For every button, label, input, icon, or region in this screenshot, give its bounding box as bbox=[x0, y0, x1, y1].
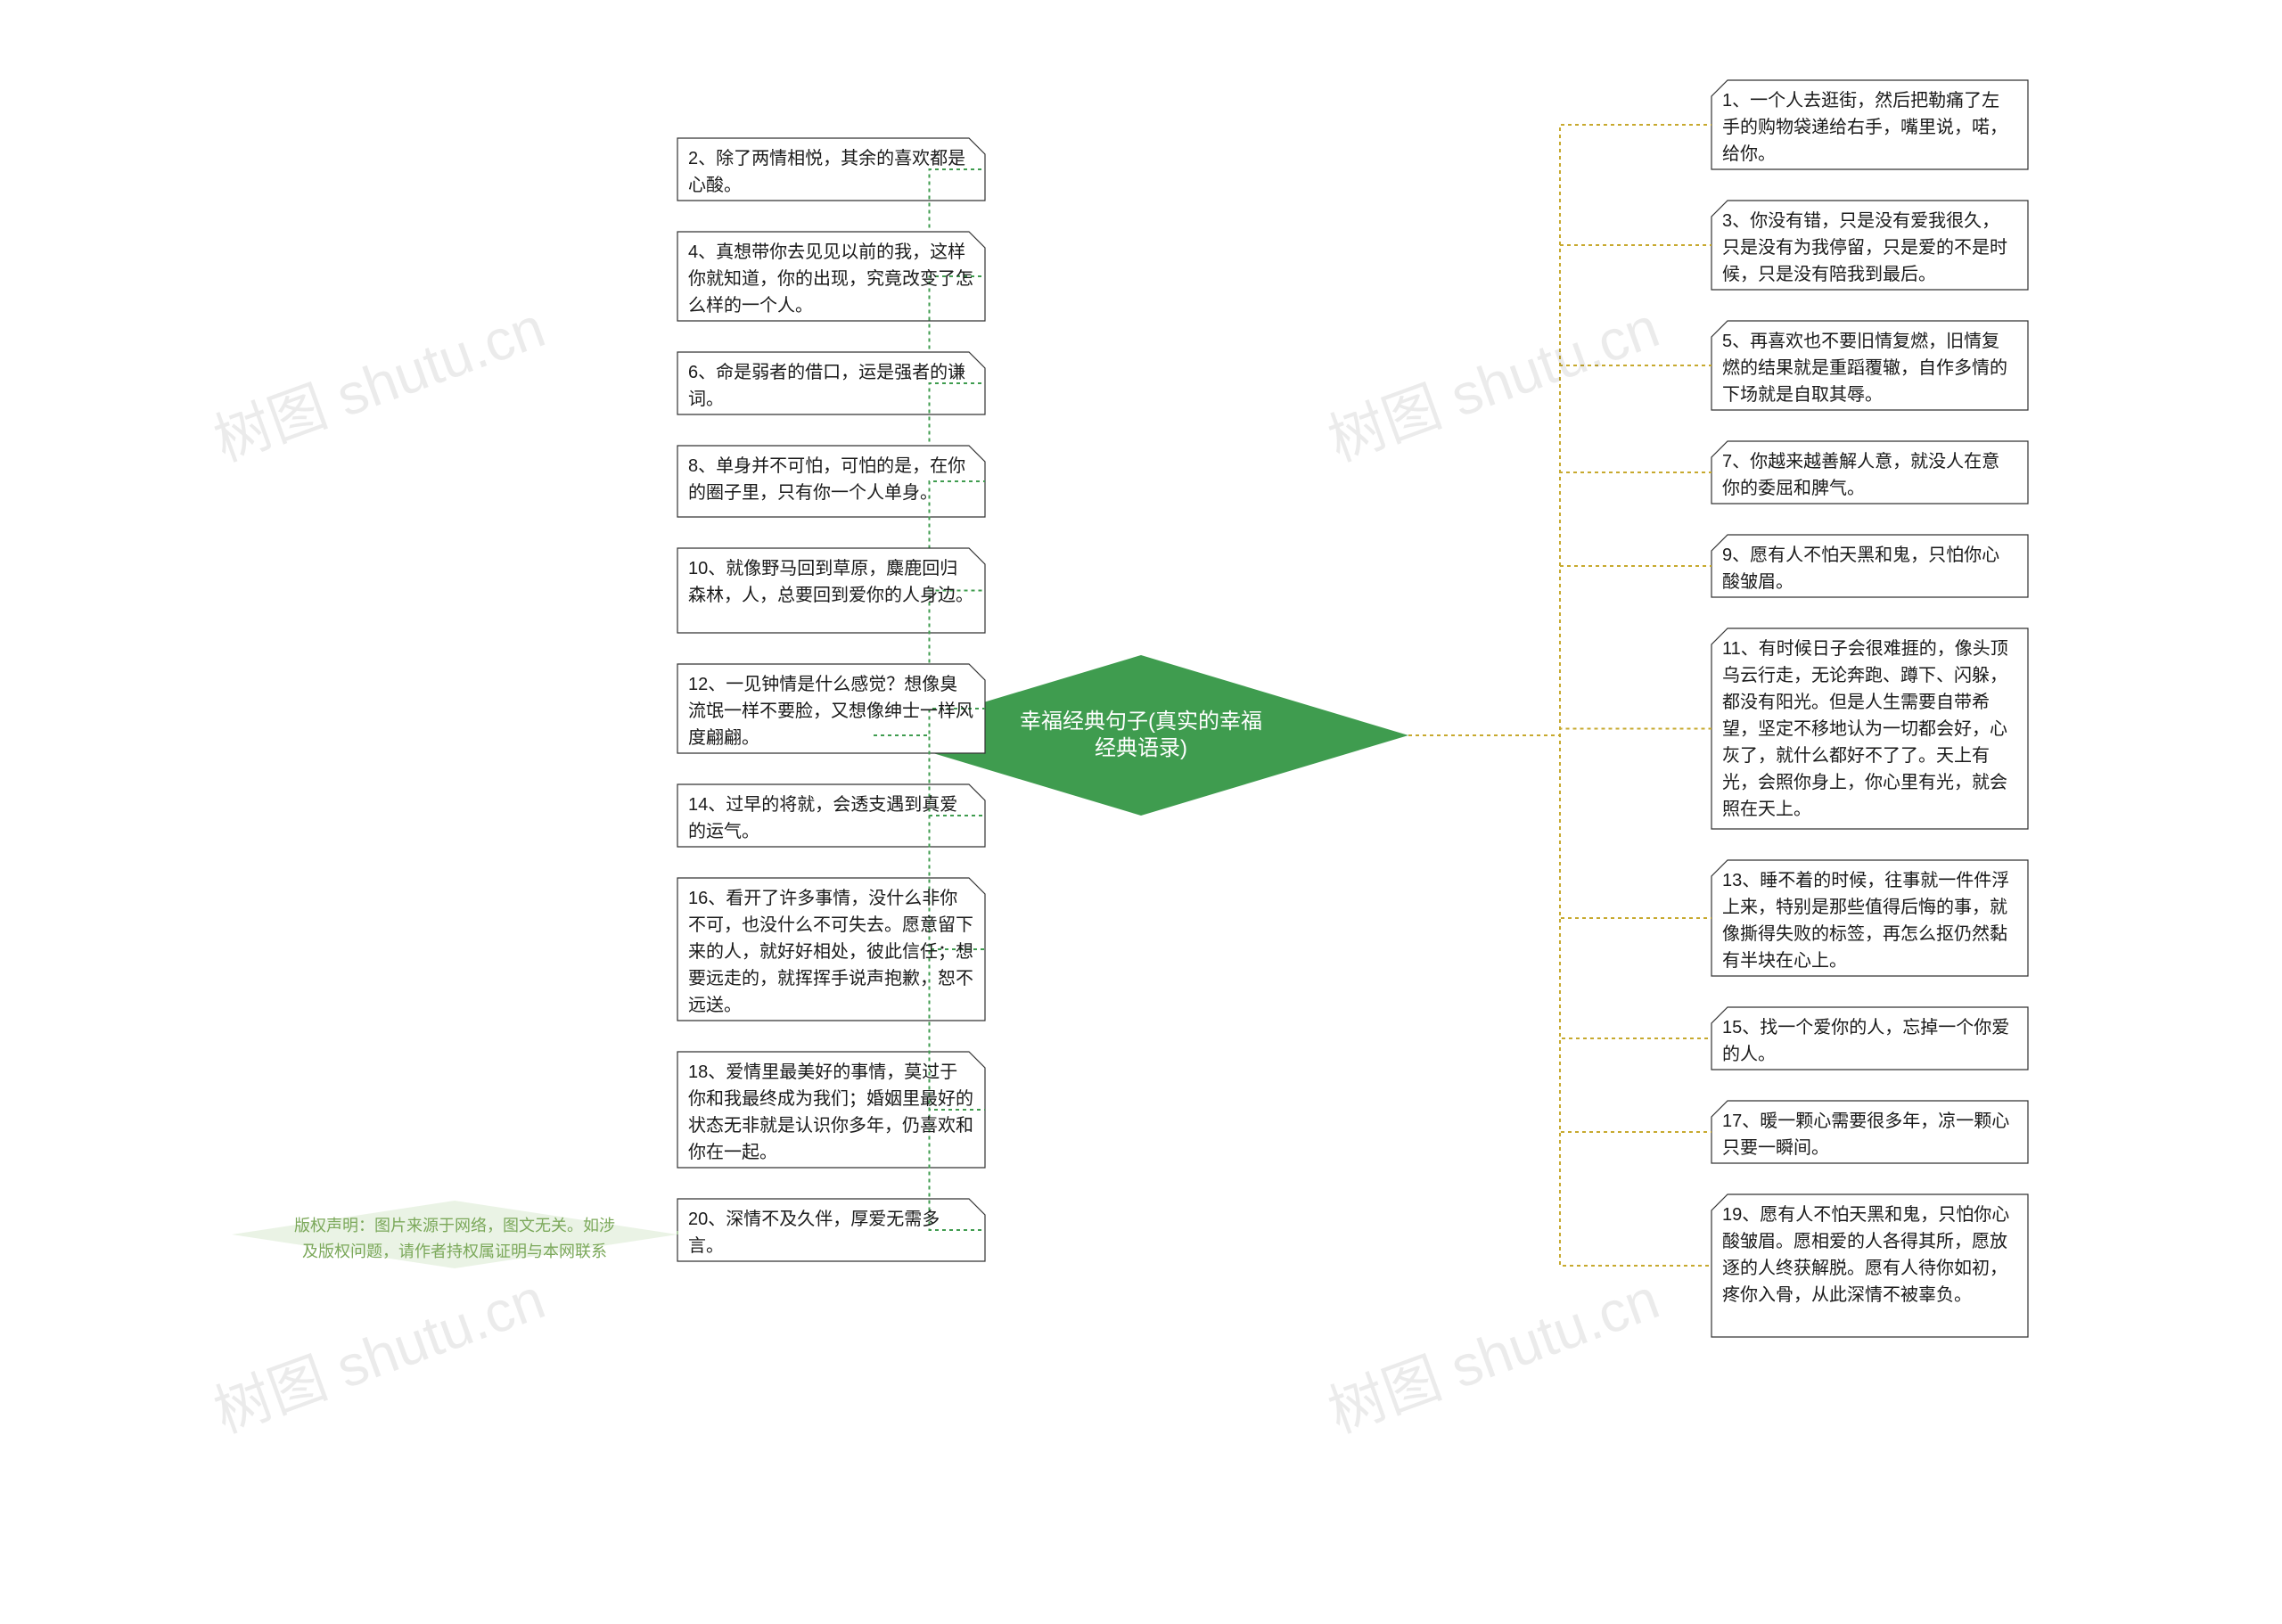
quote-text-n13: 13、睡不着的时候，往事就一件件浮上来，特别是那些值得后悔的事，就像撕得失败的标… bbox=[1722, 867, 2017, 969]
quote-text-n16: 16、看开了许多事情，没什么非你不可，也没什么不可失去。愿意留下来的人，就好好相… bbox=[688, 885, 974, 1013]
connector bbox=[1408, 735, 1712, 1266]
connector bbox=[1408, 566, 1712, 735]
copyright-text: 版权声明：图片来源于网络，图文无关。如涉及版权问题，请作者持权属证明与本网联系 bbox=[267, 1213, 642, 1265]
quote-text-n17: 17、暖一颗心需要很多年，凉一颗心只要一瞬间。 bbox=[1722, 1108, 2017, 1156]
quote-text-n6: 6、命是弱者的借口，运是强者的谦词。 bbox=[688, 359, 974, 407]
quote-text-n3: 3、你没有错，只是没有爱我很久，只是没有为我停留，只是爱的不是时候，只是没有陪我… bbox=[1722, 208, 2017, 283]
quote-text-n9: 9、愿有人不怕天黑和鬼，只怕你心酸皱眉。 bbox=[1722, 542, 2017, 590]
connector bbox=[1408, 729, 1712, 736]
quote-text-n7: 7、你越来越善解人意，就没人在意你的委屈和脾气。 bbox=[1722, 448, 2017, 496]
quote-text-n1: 1、一个人去逛街，然后把勒痛了左手的购物袋递给右手，嘴里说，喏，给你。 bbox=[1722, 87, 2017, 162]
quote-text-n11: 11、有时候日子会很难捱的，像头顶乌云行走，无论奔跑、蹲下、闪躲，都没有阳光。但… bbox=[1722, 636, 2017, 822]
quote-text-n12: 12、一见钟情是什么感觉？想像臭流氓一样不要脸，又想像绅士一样风度翩翩。 bbox=[688, 671, 974, 746]
quote-text-n18: 18、爱情里最美好的事情，莫过于你和我最终成为我们；婚姻里最好的状态无非就是认识… bbox=[688, 1059, 974, 1161]
quote-text-n10: 10、就像野马回到草原，麋鹿回归森林，人，总要回到爱你的人身边。 bbox=[688, 555, 974, 626]
quote-text-n14: 14、过早的将就，会透支遇到真爱的运气。 bbox=[688, 791, 974, 840]
quote-text-n8: 8、单身并不可怕，可怕的是，在你的圈子里，只有你一个人单身。 bbox=[688, 453, 974, 510]
quote-text-n5: 5、再喜欢也不要旧情复燃，旧情复燃的结果就是重蹈覆辙，自作多情的下场就是自取其辱… bbox=[1722, 328, 2017, 403]
quote-text-n20: 20、深情不及久伴，厚爱无需多言。 bbox=[688, 1206, 974, 1254]
quote-text-n15: 15、找一个爱你的人，忘掉一个你爱的人。 bbox=[1722, 1014, 2017, 1062]
quote-text-n4: 4、真想带你去见见以前的我，这样你就知道，你的出现，究竟改变了怎么样的一个人。 bbox=[688, 239, 974, 314]
quote-text-n19: 19、愿有人不怕天黑和鬼，只怕你心酸皱眉。愿相爱的人各得其所，愿放逐的人终获解脱… bbox=[1722, 1202, 2017, 1330]
quote-text-n2: 2、除了两情相悦，其余的喜欢都是心酸。 bbox=[688, 145, 974, 193]
connector bbox=[1408, 245, 1712, 735]
connector bbox=[1408, 472, 1712, 735]
